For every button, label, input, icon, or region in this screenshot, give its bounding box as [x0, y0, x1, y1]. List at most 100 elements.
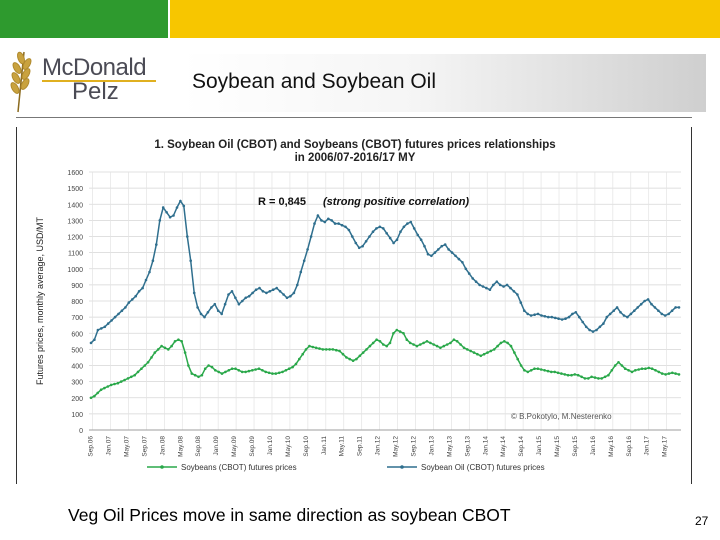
series-0-point [429, 341, 432, 345]
series-1-point [430, 254, 433, 258]
series-0-point [143, 364, 147, 367]
series-1-point [498, 283, 502, 287]
series-0-point [533, 367, 536, 370]
series-1-point [529, 314, 533, 317]
series-0-point [445, 343, 449, 346]
series-0-point [650, 367, 654, 370]
series-1-point [120, 309, 124, 312]
series-0-point [382, 343, 385, 346]
series-0-point [402, 332, 405, 335]
series-0-point [392, 332, 395, 335]
series-0-point [287, 367, 291, 370]
series-1-point [467, 272, 471, 275]
series-1-point [495, 280, 499, 283]
series-1-point [210, 306, 213, 309]
series-0-point [96, 391, 99, 395]
series-0-point [677, 373, 681, 376]
series-1-point [306, 248, 309, 251]
x-tick-label: May.07 [123, 436, 130, 457]
series-0-point [156, 348, 160, 351]
header-bar-green [0, 0, 168, 38]
series-0-point [462, 346, 466, 350]
x-tick-label: May.16 [608, 436, 615, 457]
series-1-point [667, 312, 670, 316]
series-0-point [425, 340, 429, 343]
series-line-1 [90, 199, 679, 344]
series-0-point [119, 380, 123, 383]
x-tick-label: May.09 [231, 436, 238, 457]
series-0-point [472, 351, 476, 354]
series-1-point [543, 315, 547, 318]
series-1-point [117, 312, 120, 316]
series-0-point [590, 375, 593, 379]
series-0-point [177, 338, 180, 341]
series-0-point [368, 344, 372, 348]
series-1-point [605, 315, 609, 319]
series-0-point [496, 344, 499, 348]
series-1-point [330, 219, 334, 222]
chart-credit: © B.Pokotylo, M.Nesterenko [511, 412, 612, 421]
series-1-point [189, 259, 192, 262]
series-0-point [371, 341, 375, 345]
series-0-point [197, 375, 200, 379]
series-0-point [109, 383, 113, 387]
series-0-point [415, 344, 419, 348]
series-1-point [437, 248, 440, 251]
series-1-point [368, 235, 371, 238]
series-0-point [207, 364, 210, 367]
series-1-point [113, 315, 117, 319]
series-1-point [296, 283, 299, 287]
series-0-point [247, 369, 251, 373]
x-tick-label: May.10 [285, 436, 292, 457]
series-1-point [612, 309, 615, 312]
series-0-point [277, 371, 281, 375]
series-1-point [93, 338, 96, 341]
series-0-point [331, 348, 335, 351]
series-1-point [302, 259, 306, 262]
series-1-point [100, 327, 103, 330]
series-1-point [309, 235, 313, 238]
series-0-point [170, 344, 173, 348]
series-1-point [182, 204, 186, 208]
series-0-point [257, 367, 261, 370]
series-1-point [388, 236, 392, 240]
series-1-point [423, 244, 426, 248]
series-1-point [615, 306, 619, 309]
series-0-point [203, 367, 207, 370]
series-1-point [639, 302, 643, 306]
series-0-point [627, 369, 630, 372]
series-0-point [660, 372, 664, 375]
series-1-point [213, 302, 217, 306]
series-1-point [512, 290, 516, 293]
series-0-point [539, 368, 543, 371]
series-0-point [274, 372, 278, 375]
legend-label-0: Soybeans (CBOT) futures prices [181, 463, 297, 472]
series-1-point [426, 252, 430, 256]
series-0-point [271, 372, 274, 375]
series-0-point [365, 348, 368, 351]
x-tick-label: May.11 [339, 436, 346, 457]
series-0-point [442, 344, 446, 348]
y-tick-label: 700 [71, 315, 83, 322]
y-tick-label: 1000 [67, 267, 83, 274]
legend-label-1: Soybean Oil (CBOT) futures prices [421, 463, 545, 472]
series-1-point [660, 312, 664, 316]
series-0-point [227, 369, 231, 372]
series-0-point [130, 375, 133, 379]
slide-caption: Veg Oil Prices move in same direction as… [68, 505, 511, 525]
price-chart: 1. Soybean Oil (CBOT) and Soybeans (CBOT… [35, 139, 681, 472]
chart-frame: 1. Soybean Oil (CBOT) and Soybeans (CBOT… [16, 127, 692, 484]
series-1-point [550, 315, 554, 319]
series-0-point [536, 367, 540, 370]
series-0-point [492, 348, 496, 351]
x-tick-label: Jan.12 [375, 436, 382, 456]
series-0-point [455, 340, 459, 343]
x-tick-label: Jan.07 [106, 436, 113, 456]
series-0-point [341, 352, 345, 356]
y-tick-label: 1600 [67, 170, 83, 177]
logo-divider [42, 80, 156, 82]
series-1-point [237, 302, 241, 306]
x-tick-label: May.08 [177, 436, 184, 457]
series-0-point [439, 346, 442, 350]
series-1-point [271, 288, 275, 291]
